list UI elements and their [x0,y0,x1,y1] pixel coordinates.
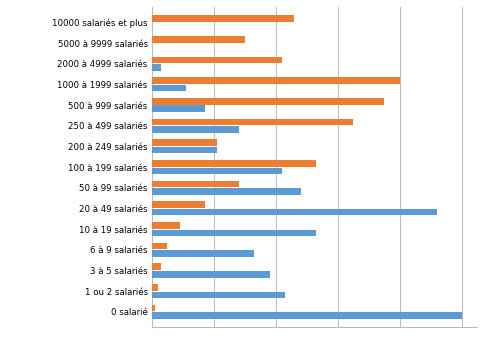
Bar [152,222,180,229]
Bar [152,188,301,195]
Bar [152,105,204,112]
Bar [152,77,400,84]
Bar [152,229,316,236]
Bar [152,119,353,125]
Bar [152,64,161,71]
Bar [152,243,167,249]
Bar [152,250,254,257]
Bar [152,292,285,298]
Bar [152,98,384,105]
Bar [152,305,155,311]
Bar [152,209,437,216]
Bar [152,15,295,22]
Bar [152,271,269,278]
Bar [152,85,186,91]
Bar [152,284,158,291]
Bar [152,202,204,208]
Bar [152,264,161,270]
Bar [152,139,217,146]
Bar [152,181,239,187]
Bar [152,126,239,133]
Bar [152,36,245,43]
Bar [152,57,282,63]
Bar [152,167,282,174]
Bar [152,312,462,319]
Bar [152,147,217,153]
Bar [152,160,316,167]
